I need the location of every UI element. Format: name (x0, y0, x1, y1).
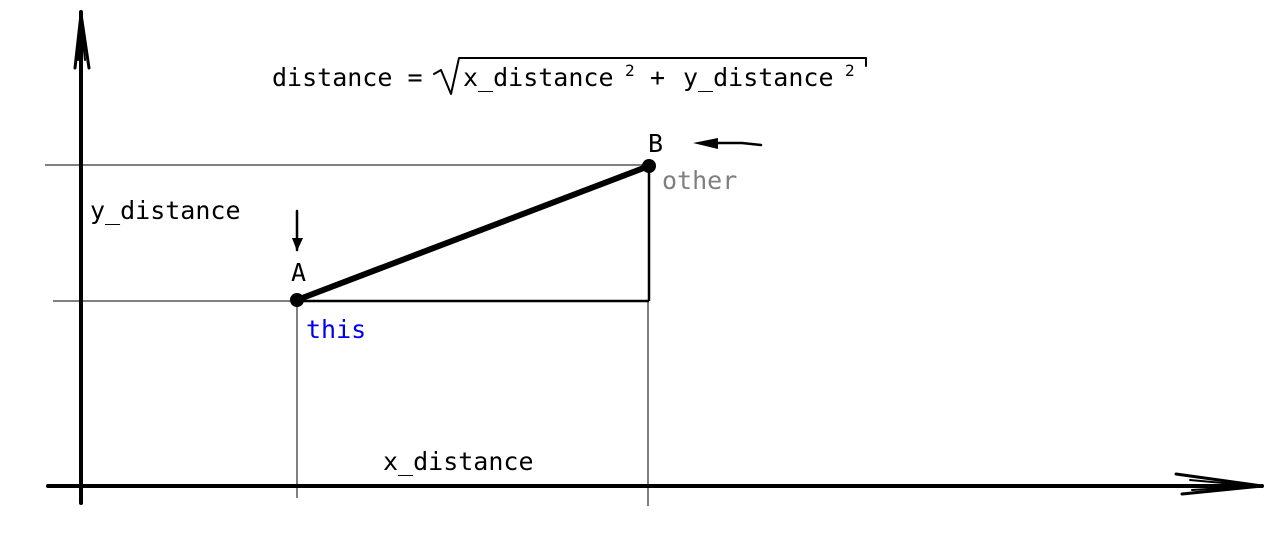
x-axis-arrowhead (1174, 472, 1264, 496)
other-label: other (662, 166, 737, 195)
hypotenuse-segment (294, 163, 652, 303)
formula-exponent-2: 2 (845, 61, 855, 80)
formula-lhs: distance = (272, 63, 423, 92)
point-a-dot (290, 293, 304, 307)
arrow-pointing-to-b-head (693, 138, 718, 149)
y-axis-arrowhead (73, 12, 91, 70)
formula-exponent-1: 2 (625, 61, 635, 80)
formula-plus: + (650, 63, 665, 92)
point-b-label: B (648, 129, 663, 158)
square-root-sign (433, 57, 867, 95)
point-b-dot (642, 159, 656, 173)
formula-term-x-distance: x_distance (463, 63, 614, 92)
this-label: this (306, 315, 366, 344)
point-a-label: A (291, 258, 306, 287)
y-axis-arrowhead-inner (77, 21, 86, 61)
arrow-pointing-to-a-head (292, 238, 303, 251)
y-distance-label: y_distance (90, 196, 241, 225)
formula-term-y-distance: y_distance (683, 63, 834, 92)
x-axis-arrowhead-inner (1189, 479, 1257, 491)
x-distance-label: x_distance (383, 447, 534, 476)
